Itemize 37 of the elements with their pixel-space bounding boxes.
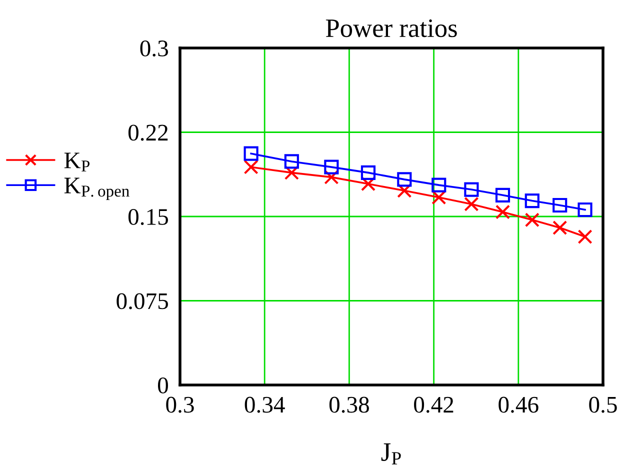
x-tick-label: 0.46 — [498, 396, 538, 413]
legend-label: K$_{P}$ — [64, 152, 90, 172]
point — [244, 160, 258, 174]
point — [578, 202, 592, 218]
point — [244, 146, 258, 161]
point — [360, 165, 376, 180]
x-tick-label: 0.5 — [589, 396, 617, 413]
point — [464, 182, 479, 197]
chart-title: Power ratios — [326, 19, 457, 38]
point — [284, 154, 299, 169]
point — [324, 160, 339, 174]
point — [432, 178, 446, 192]
point — [324, 170, 339, 184]
y-tick-label: 0.15 — [128, 208, 168, 226]
legend-label: K$_{P.open}$ — [64, 178, 130, 200]
point — [284, 165, 299, 180]
y-tick-label: 0 — [158, 377, 168, 394]
y-tick-label: 0.22 — [128, 124, 168, 141]
point — [464, 196, 479, 212]
y-tick-label: 0.3 — [140, 40, 168, 57]
point — [495, 204, 510, 220]
point — [524, 193, 540, 208]
point — [397, 172, 412, 187]
x-tick-label: 0.34 — [244, 396, 285, 413]
point — [397, 183, 412, 198]
point — [524, 212, 540, 228]
point — [495, 188, 510, 202]
point — [360, 176, 376, 192]
x-axis-title: J$_{P}$ — [381, 443, 401, 464]
point — [552, 198, 568, 213]
x-tick-label: 0.42 — [414, 396, 454, 413]
point — [432, 190, 446, 205]
point — [552, 220, 568, 236]
x-tick-label: 0.3 — [166, 396, 194, 413]
y-tick-label: 0.075 — [116, 293, 168, 310]
point — [578, 229, 592, 244]
x-tick-label: 0.38 — [329, 396, 369, 413]
